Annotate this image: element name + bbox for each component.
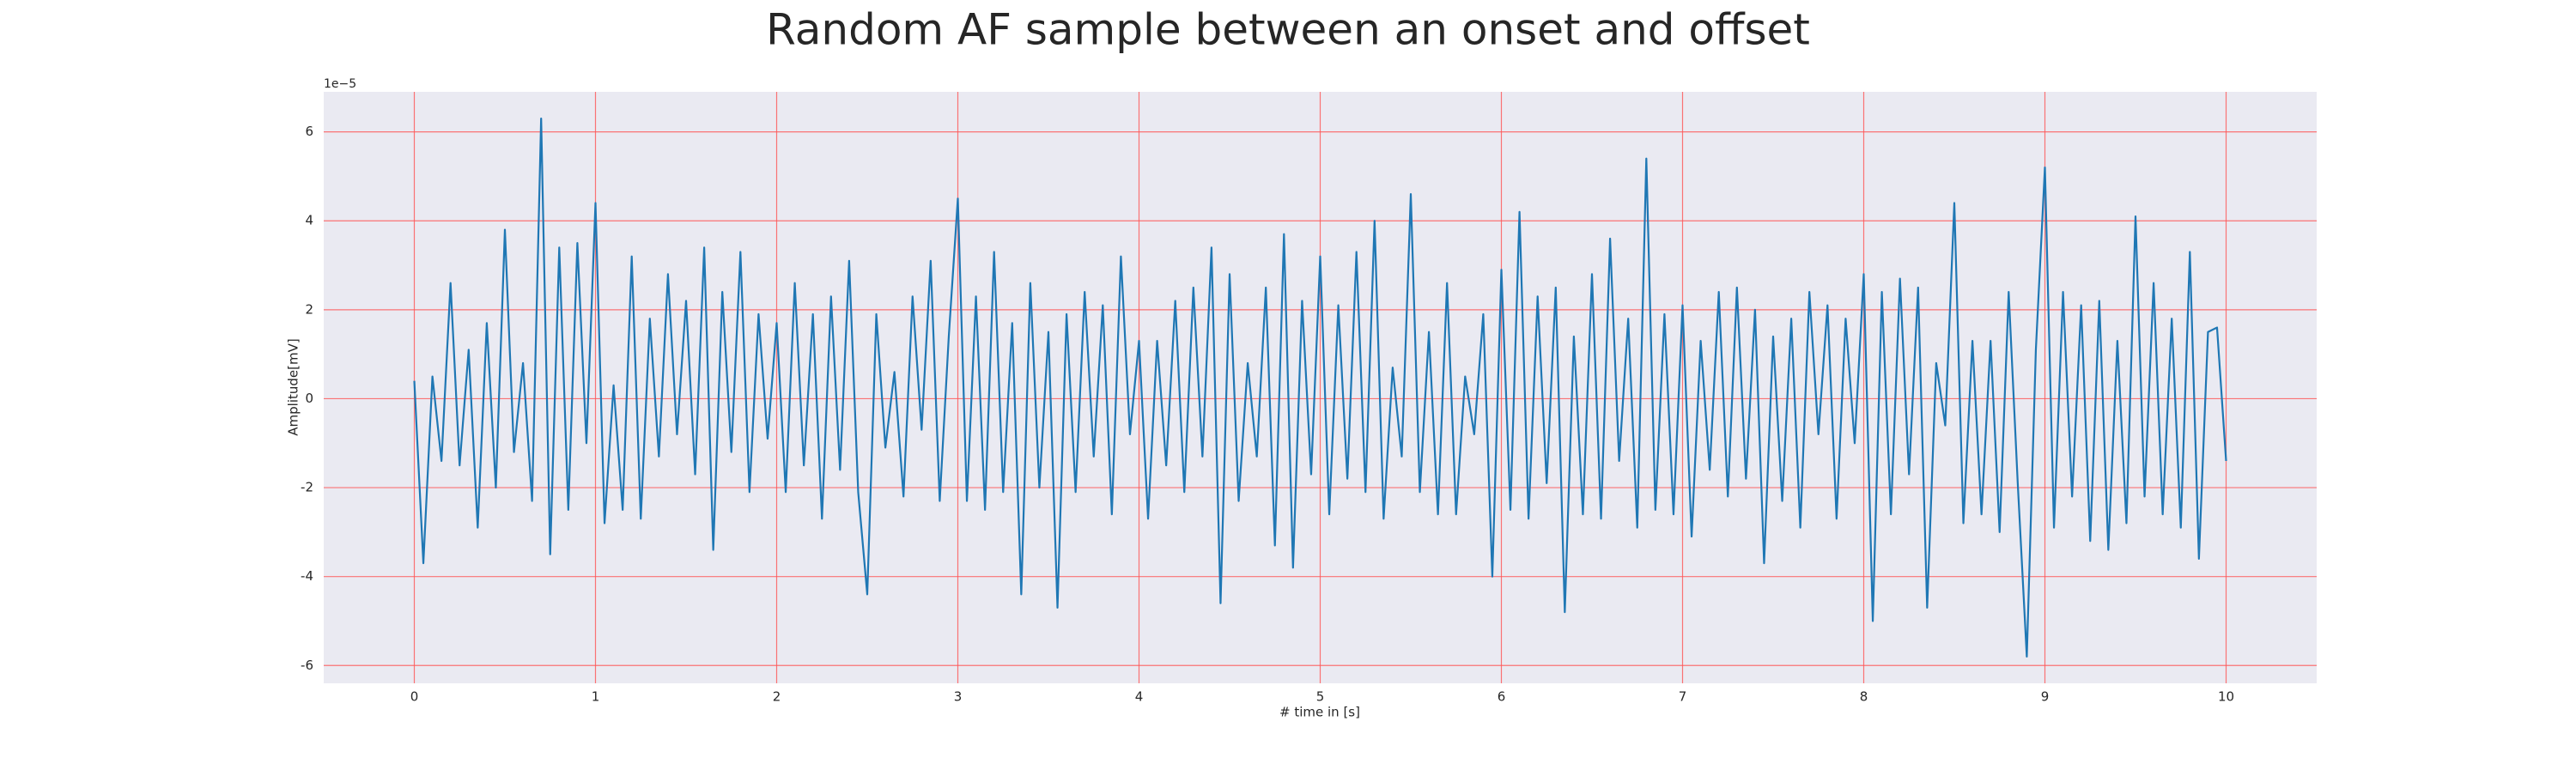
marks: [413, 117, 2227, 658]
y-tick-label: -4: [301, 568, 313, 584]
y-tick-label: -2: [301, 480, 313, 495]
y-offset-label: 1e−5: [324, 77, 356, 91]
x-tick-label: 0: [410, 689, 419, 705]
chart-title: Random AF sample between an onset and of…: [766, 5, 1810, 55]
x-tick-label: 9: [2041, 689, 2050, 705]
x-tick-label: 7: [1679, 689, 1687, 705]
x-tick-label: 1: [592, 689, 600, 705]
x-tick-label: 4: [1135, 689, 1144, 705]
labels: 0 1 2 3 4 5 6 7 8 9 10 -6 -4 -2 0 2 4 6: [301, 124, 2234, 704]
y-tick-label: -6: [301, 658, 313, 673]
signal-line: [413, 117, 2227, 658]
x-tick-label: 2: [773, 689, 781, 705]
grid: [324, 92, 2317, 683]
x-tick-label: 6: [1498, 689, 1506, 705]
y-tick-label: 2: [305, 301, 313, 317]
x-tick-label: 3: [954, 689, 963, 705]
y-tick-label: 6: [305, 124, 313, 139]
y-tick-label: 0: [305, 391, 313, 406]
x-tick-label: 10: [2218, 689, 2234, 705]
x-tick-label: 8: [1860, 689, 1868, 705]
y-axis-label: Amplitude[mV]: [286, 338, 301, 435]
y-tick-label: 4: [305, 213, 313, 228]
x-axis-label: # time in [s]: [1279, 705, 1360, 720]
x-tick-label: 5: [1316, 689, 1325, 705]
